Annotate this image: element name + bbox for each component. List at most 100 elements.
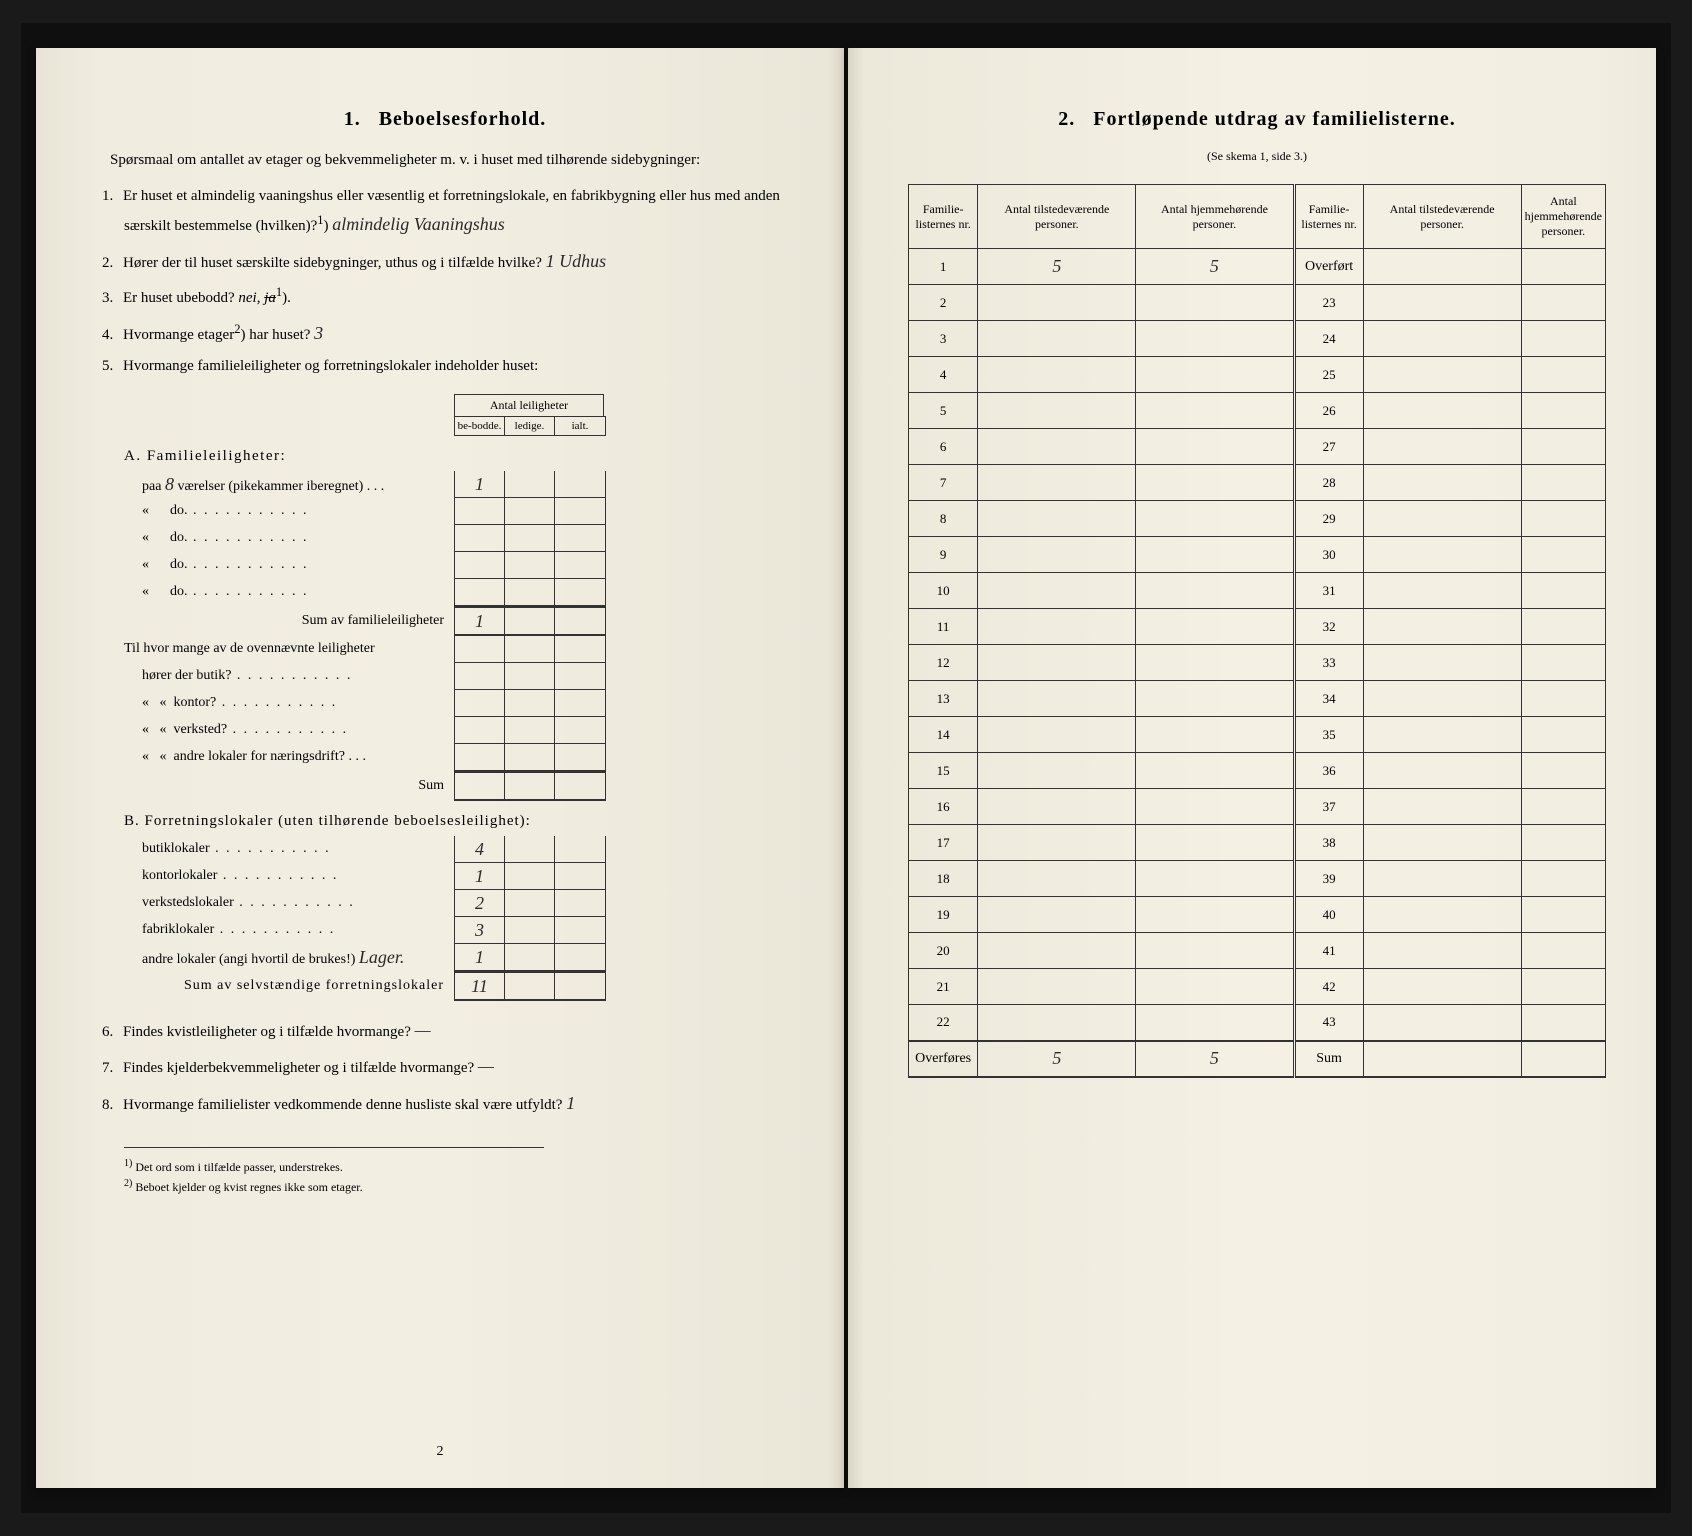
- book-spread: 1. Beboelsesforhold. Spørsmaal om antall…: [21, 23, 1671, 1513]
- overfores-tilst: 5: [978, 1041, 1136, 1077]
- cell-hjem: 5: [1136, 249, 1294, 285]
- q6-answer: —: [415, 1020, 431, 1040]
- sum-hjem: [1521, 1041, 1605, 1077]
- cell-nr: 7: [909, 465, 978, 501]
- mid3-label: kontor?: [174, 695, 338, 710]
- apt-superheader: Antal leiligheter: [454, 394, 604, 416]
- question-3: 3. Er huset ubebodd? nei, ja1).: [96, 282, 794, 312]
- b-row-5: andre lokaler (angi hvortil de brukes!) …: [124, 944, 794, 971]
- apt-col-ledige: ledige.: [505, 417, 555, 435]
- cell-nr2: 26: [1294, 393, 1363, 429]
- apt-col-bebodde: be-bodde.: [455, 417, 505, 435]
- cell-nr2: 38: [1294, 825, 1363, 861]
- section-1-number: 1.: [344, 108, 361, 130]
- b5-answer: Lager.: [359, 947, 405, 967]
- a-sum-label: Sum av familieleiligheter: [124, 613, 454, 629]
- a1-ledige: [505, 471, 555, 497]
- cell-nr: 4: [909, 357, 978, 393]
- cell-nr: 10: [909, 573, 978, 609]
- b-sum-val: 11: [455, 973, 505, 999]
- table-row: 425: [909, 357, 1606, 393]
- fn1-text: Det ord som i tilfælde passer, understre…: [135, 1160, 342, 1174]
- table-row: 2243: [909, 1005, 1606, 1041]
- ditto: «: [142, 584, 149, 599]
- q4-answer: 3: [314, 323, 323, 343]
- b1-label: butiklokaler: [124, 841, 454, 857]
- table-row: 155Overført: [909, 249, 1606, 285]
- b3-label: verkstedslokaler: [124, 895, 454, 911]
- apartment-table: Antal leiligheter be-bodde. ledige. ialt…: [124, 394, 794, 1001]
- cell-nr: 8: [909, 501, 978, 537]
- family-table: Familie-listernes nr. Antal tilstedevære…: [908, 184, 1606, 1078]
- cell-nr: 15: [909, 753, 978, 789]
- b2-val: 1: [455, 863, 505, 889]
- cell-tilst: 5: [978, 249, 1136, 285]
- table-row: 8 29: [909, 501, 1606, 537]
- q7-answer: —: [478, 1056, 494, 1076]
- cell-nr: 11: [909, 609, 978, 645]
- ditto: «: [142, 530, 149, 545]
- cell-nr: 6: [909, 429, 978, 465]
- cell-nr2: 31: [1294, 573, 1363, 609]
- b4-val: 3: [455, 917, 505, 943]
- section-a-label: A. Familieleiligheter:: [124, 448, 794, 465]
- table-row: 526: [909, 393, 1606, 429]
- apt-row-a5: « do.: [124, 579, 794, 606]
- apt-row-a3: « do.: [124, 525, 794, 552]
- cell-nr2: 36: [1294, 753, 1363, 789]
- table-row: 6 27: [909, 429, 1606, 465]
- cell-nr2: 29: [1294, 501, 1363, 537]
- overfores-hjem: 5: [1136, 1041, 1294, 1077]
- q8-text: Hvormange familielister vedkommende denn…: [123, 1097, 562, 1113]
- cell-nr2: 33: [1294, 645, 1363, 681]
- q1-footnote-ref: 1: [317, 213, 323, 227]
- a4-do: do.: [170, 557, 309, 572]
- q3-answer-ja: ja: [264, 290, 276, 306]
- q3-footnote-ref: 1: [276, 285, 282, 299]
- cell-nr: 3: [909, 321, 978, 357]
- a1-bebodde: 1: [455, 471, 505, 497]
- section-2-subtitle: (Se skema 1, side 3.): [908, 149, 1606, 164]
- q2-text: Hører der til huset særskilte sidebygnin…: [123, 255, 542, 271]
- cell-nr2: 37: [1294, 789, 1363, 825]
- cell-nr: 13: [909, 681, 978, 717]
- mid-sum-label: Sum: [124, 778, 454, 794]
- apt-col-ialt: ialt.: [555, 417, 605, 435]
- mid5-label: andre lokaler for næringsdrift?: [174, 749, 345, 764]
- cell-nr: 14: [909, 717, 978, 753]
- q8-number: 8.: [102, 1097, 113, 1113]
- table-row: 223: [909, 285, 1606, 321]
- a2-do: do.: [170, 503, 309, 518]
- mid2-label: hører der butik?: [124, 668, 454, 684]
- q2-answer: 1 Udhus: [546, 251, 607, 271]
- table-sum-row: Overføres 5 5 Sum: [909, 1041, 1606, 1077]
- cell-nr2: 40: [1294, 897, 1363, 933]
- table-row: 1637: [909, 789, 1606, 825]
- mid-row-2: hører der butik?: [124, 663, 794, 690]
- cell-nr: 16: [909, 789, 978, 825]
- family-table-body: 155Overført 223 324 425 526 627 728 829 …: [909, 249, 1606, 1077]
- q6-text: Findes kvistleiligheter og i tilfælde hv…: [123, 1024, 411, 1040]
- apt-row-a1: paa 8 værelser (pikekammer iberegnet) . …: [124, 471, 794, 498]
- cell-nr2: 34: [1294, 681, 1363, 717]
- q4-text-a: Hvormange etager: [123, 327, 234, 343]
- mid-row-5: « « andre lokaler for næringsdrift? . . …: [124, 744, 794, 771]
- q8-answer: 1: [566, 1093, 575, 1113]
- cell-nr2: 27: [1294, 429, 1363, 465]
- q7-number: 7.: [102, 1060, 113, 1076]
- section-1-heading: Beboelsesforhold.: [379, 108, 547, 130]
- cell-nr: 9: [909, 537, 978, 573]
- table-row: 728: [909, 465, 1606, 501]
- section-2-title: 2. Fortløpende utdrag av familielisterne…: [908, 108, 1606, 131]
- footnote-1: 1) Det ord som i tilfælde passer, unders…: [124, 1156, 544, 1176]
- b1-val: 4: [455, 836, 505, 862]
- q7-text: Findes kjelderbekvemmeligheter og i tilf…: [123, 1060, 474, 1076]
- cell-nr: 18: [909, 861, 978, 897]
- mid-row-4: « « verksted?: [124, 717, 794, 744]
- a1-rooms: 8: [165, 474, 174, 494]
- b3-val: 2: [455, 890, 505, 916]
- table-row: 1839: [909, 861, 1606, 897]
- q3-answer-nei: nei,: [238, 290, 260, 306]
- a3-do: do.: [170, 530, 309, 545]
- page-number-left: 2: [437, 1444, 444, 1460]
